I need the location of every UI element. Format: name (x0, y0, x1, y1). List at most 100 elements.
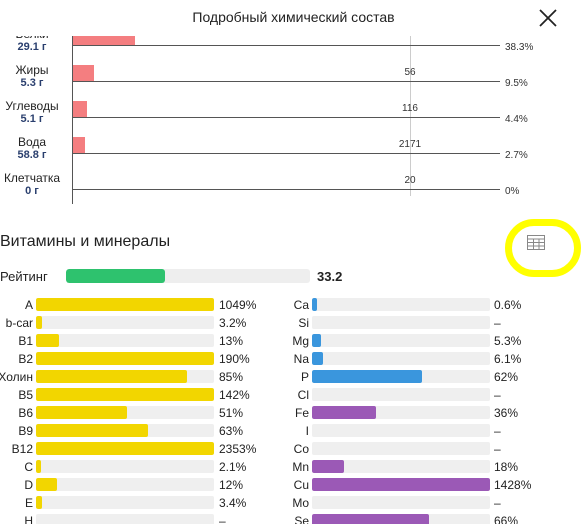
vitamin-row-label: b-car (5, 316, 33, 330)
table-view-button[interactable] (527, 235, 545, 250)
macro-percent: 2.7% (505, 150, 528, 161)
mineral-row-label: Co (293, 442, 309, 456)
mineral-row-bar-fill (312, 298, 317, 311)
vitamin-row-percent: 63% (219, 424, 244, 438)
macro-name: Клетчатка (3, 171, 61, 185)
vitamin-row-bar (36, 442, 214, 455)
macro-baseline (73, 117, 500, 118)
rating-bar-fill (66, 269, 165, 283)
vitamin-row: C 2.1% (0, 458, 587, 476)
macro-row: Клетчатка 0 г 20 0% (0, 170, 587, 206)
vitamin-row-bar (36, 460, 214, 473)
vitamin-row-label: D (24, 478, 33, 492)
vitamin-row-label: B5 (18, 388, 33, 402)
macro-percent: 4.4% (505, 114, 528, 125)
vitamin-row-bar-fill (36, 370, 187, 383)
vitamin-row-bar (36, 424, 214, 437)
mineral-row: Co – (0, 440, 587, 458)
vitamin-row-bar (36, 406, 214, 419)
close-button[interactable] (535, 5, 561, 31)
macro-value: 0 г (25, 185, 39, 197)
mineral-row: Mo – (0, 494, 587, 512)
macro-row: Жиры 5.3 г 56 9.5% (0, 62, 587, 98)
vitamin-row-bar (36, 370, 214, 383)
macro-baseline (73, 189, 500, 190)
rating-label: Рейтинг (0, 269, 48, 284)
vitamin-row-bar (36, 316, 214, 329)
vitamin-row-bar-fill (36, 496, 42, 509)
mineral-row-bar (312, 514, 490, 524)
vitamin-row: B6 51% (0, 404, 587, 422)
mineral-row-label: Se (294, 514, 309, 524)
vitamin-row: b-car 3.2% (0, 314, 587, 332)
mineral-row-percent: – (494, 424, 501, 438)
macro-name: Жиры (15, 63, 49, 77)
vitamin-row-label: H (24, 514, 33, 524)
vitamin-row-bar (36, 478, 214, 491)
vitamin-row-label: B1 (18, 334, 33, 348)
vitamin-row-bar-fill (36, 316, 42, 329)
dialog-header: Подробный химический состав (0, 0, 587, 36)
table-icon[interactable] (527, 235, 545, 250)
vitamin-row: B12 2353% (0, 440, 587, 458)
mineral-row-percent: 0.6% (494, 298, 522, 312)
vitamin-row-label: E (24, 496, 33, 510)
vitamin-row-label: B9 (18, 424, 33, 438)
close-icon[interactable] (535, 5, 561, 31)
mineral-row-percent: 62% (494, 370, 519, 384)
mineral-row-label: Ca (293, 298, 309, 312)
mineral-row-bar (312, 352, 490, 365)
mineral-row: Cl – (0, 386, 587, 404)
mineral-row: Mg 5.3% (0, 332, 587, 350)
rating-bar (66, 269, 310, 283)
mineral-row-bar (312, 424, 490, 437)
vitamin-row-bar-fill (36, 334, 59, 347)
vitamin-row-percent: 12% (219, 478, 244, 492)
highlight-annotation (505, 219, 581, 277)
vitamin-row-bar-fill (36, 442, 214, 455)
macro-axis (72, 36, 73, 204)
vitamin-row: A 1049% (0, 296, 587, 314)
macro-bar (73, 101, 87, 117)
vitamin-row-bar (36, 388, 214, 401)
mineral-row-percent: – (494, 442, 501, 456)
vitamin-row-percent: 51% (219, 406, 244, 420)
mineral-row-bar (312, 478, 490, 491)
mineral-row-bar-fill (312, 370, 422, 383)
mineral-row: Na 6.1% (0, 350, 587, 368)
mineral-row-label: Cu (293, 478, 309, 492)
vitamin-row-bar (36, 298, 214, 311)
macro-name: Белки (0, 36, 64, 41)
mineral-row-percent: – (494, 316, 501, 330)
vitamin-row-label: B2 (18, 352, 33, 366)
dialog-title: Подробный химический состав (192, 9, 395, 25)
vitamin-row-percent: 2353% (219, 442, 257, 456)
vitamin-row-label: B6 (18, 406, 33, 420)
vitamin-row-label: B12 (11, 442, 33, 456)
mineral-row-label: Na (293, 352, 309, 366)
mineral-row: Ca 0.6% (0, 296, 587, 314)
macro-baseline (73, 81, 500, 82)
mineral-row-bar (312, 370, 490, 383)
mineral-row: Se 66% (0, 512, 587, 524)
mineral-row-label: P (300, 370, 309, 384)
mineral-row: P 62% (0, 368, 587, 386)
macro-value: 29.1 г (17, 41, 47, 53)
macro-bar (73, 137, 85, 153)
vitamin-row-bar-fill (36, 424, 148, 437)
mineral-row-percent: – (494, 496, 501, 510)
macro-row: Вода 58.8 г 2171 2.7% (0, 134, 587, 170)
vitamin-row: B5 142% (0, 386, 587, 404)
rating-value: 33.2 (317, 269, 343, 284)
vitamin-row: Холин 85% (0, 368, 587, 386)
macro-row: Белки29.1 г 38.3% (0, 36, 587, 62)
vitamin-row-percent: 1049% (219, 298, 257, 312)
macro-bar (73, 36, 135, 45)
mineral-row-label: Mo (292, 496, 309, 510)
mineral-row-bar (312, 316, 490, 329)
vitamin-row-bar (36, 334, 214, 347)
mineral-row-percent: – (494, 388, 501, 402)
vitamins-section-title: Витамины и минералы (0, 233, 171, 250)
